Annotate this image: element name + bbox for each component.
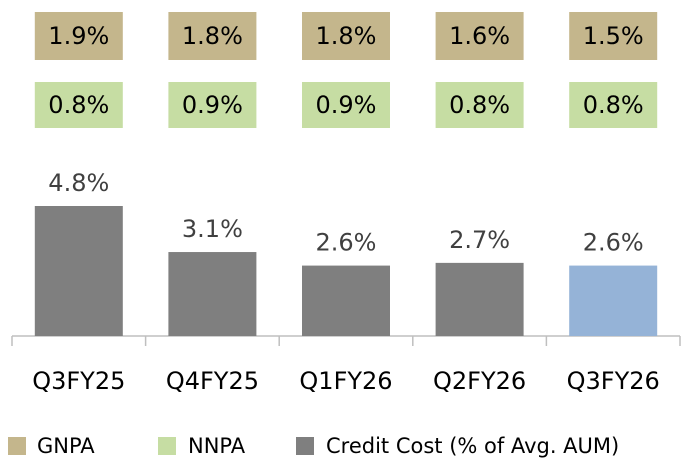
bar: [302, 265, 390, 336]
data-label: 2.6%: [583, 229, 644, 257]
legend-swatch: [158, 437, 176, 455]
legend-label: NNPA: [188, 434, 246, 458]
x-tick-label: Q2FY26: [433, 367, 526, 395]
x-tick-label: Q3FY26: [567, 367, 660, 395]
ratio-box: [569, 12, 658, 60]
bar: [34, 206, 123, 336]
ratio-box: [435, 82, 524, 128]
legend-label: Credit Cost (% of Avg. AUM): [326, 434, 619, 458]
ratio-label: 1.6%: [449, 22, 510, 50]
ratio-label: 0.9%: [182, 91, 243, 119]
legend-label: GNPA: [37, 434, 95, 458]
ratio-box: [569, 82, 658, 128]
ratio-box: [34, 12, 123, 60]
x-tick-label: Q1FY26: [299, 367, 392, 395]
data-label: 2.6%: [316, 229, 377, 257]
x-tick-label: Q3FY25: [32, 367, 125, 395]
legend-swatch: [296, 437, 314, 455]
ratio-label: 1.9%: [48, 22, 109, 50]
ratio-box: [302, 82, 390, 128]
ratio-box: [302, 12, 390, 60]
ratio-box: [34, 82, 123, 128]
bar: [569, 265, 658, 336]
ratio-label: 1.8%: [316, 22, 377, 50]
ratio-box: [168, 82, 257, 128]
x-tick-label: Q4FY25: [166, 367, 259, 395]
data-label: 2.7%: [449, 226, 510, 254]
data-label: 4.8%: [48, 169, 109, 197]
ratio-box: [168, 12, 257, 60]
data-label: 3.1%: [182, 215, 243, 243]
bar: [168, 252, 257, 336]
ratio-label: 1.5%: [583, 22, 644, 50]
ratio-label: 1.8%: [182, 22, 243, 50]
ratio-label: 0.8%: [48, 91, 109, 119]
ratio-label: 0.8%: [449, 91, 510, 119]
ratio-label: 0.8%: [583, 91, 644, 119]
bar: [435, 262, 524, 336]
ratio-label: 0.9%: [316, 91, 377, 119]
legend-swatch: [8, 437, 26, 455]
ratio-box: [435, 12, 524, 60]
